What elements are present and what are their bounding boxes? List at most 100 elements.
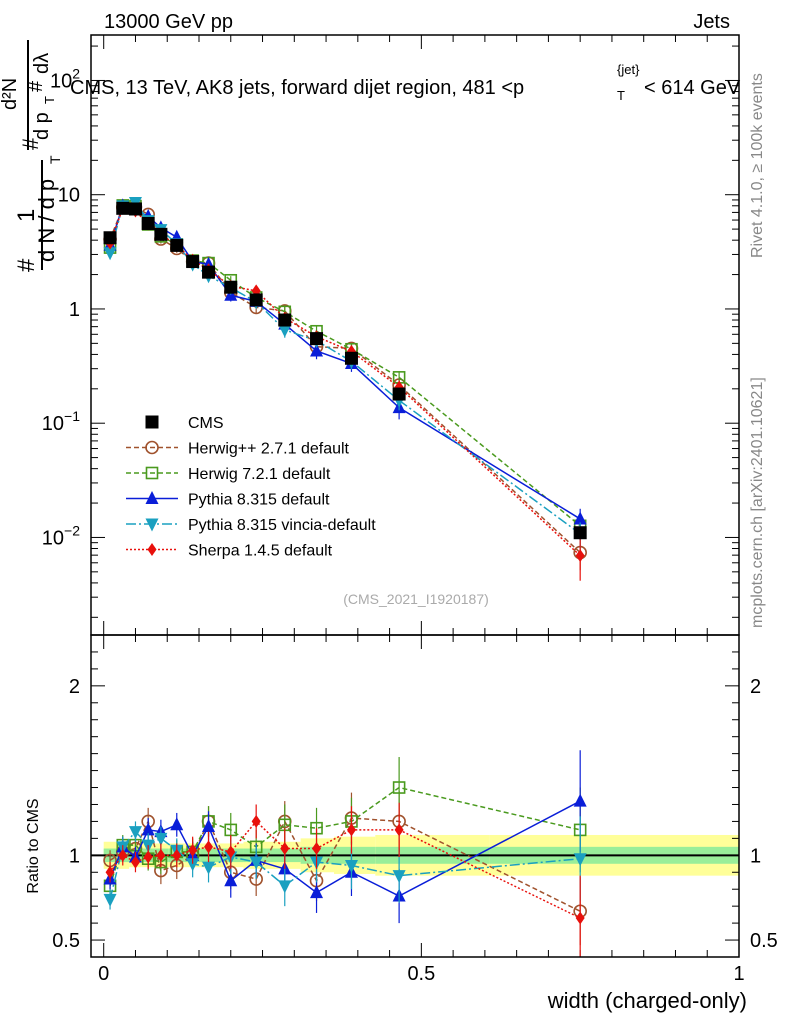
ratio-uncertainty-band bbox=[91, 834, 739, 876]
cms-data-point bbox=[310, 332, 324, 346]
ratio-data-point bbox=[204, 840, 214, 854]
svg-text:#: # bbox=[18, 137, 43, 150]
legend-marker bbox=[145, 466, 159, 480]
ratio-data-point bbox=[573, 793, 587, 807]
ratio-panel-frame bbox=[90, 634, 740, 958]
cms-data-point bbox=[202, 265, 216, 279]
y-tick-label: 10−1 bbox=[42, 408, 80, 435]
ratio-data-point bbox=[118, 848, 128, 862]
ratio-panel-series bbox=[103, 750, 587, 957]
cms-data-point bbox=[573, 526, 587, 540]
cms-data-point bbox=[344, 351, 358, 365]
legend-marker bbox=[145, 491, 159, 504]
ratio-data-point bbox=[312, 842, 322, 856]
plot-title-end: < 614 GeV bbox=[644, 77, 741, 99]
ratio-data-point bbox=[202, 819, 216, 833]
ratio-tick-label: 2 bbox=[69, 676, 80, 698]
plot-title: CMS, 13 TeV, AK8 jets, forward dijet reg… bbox=[70, 62, 741, 103]
legend-marker bbox=[145, 518, 159, 532]
ratio-series-line bbox=[109, 820, 581, 919]
legend-label: Pythia 8.315 vincia-default bbox=[188, 517, 376, 534]
cms-data-point bbox=[249, 293, 263, 307]
legend-label: Sherpa 1.4.5 default bbox=[188, 543, 333, 560]
rivet-label: Rivet 4.1.0, ≥ 100k events bbox=[749, 73, 766, 258]
cms-data-point bbox=[154, 227, 168, 241]
mcplots-label: mcplots.cern.ch [arXiv:2401.10621] bbox=[749, 377, 766, 628]
svg-text:dλ: dλ bbox=[31, 53, 53, 74]
cms-data-point bbox=[128, 202, 142, 216]
svg-text:#: # bbox=[25, 80, 47, 92]
ratio-data-point bbox=[141, 822, 155, 836]
main-y-axis-label: # 1 d N / d p T # d²N d p T # dλ bbox=[0, 40, 63, 272]
cms-data-point bbox=[170, 238, 184, 252]
ratio-data-point bbox=[344, 859, 358, 873]
cms-data-point bbox=[186, 255, 200, 269]
energy-label: 13000 GeV pp bbox=[104, 11, 233, 33]
ratio-data-point bbox=[251, 814, 261, 828]
top-series-line bbox=[109, 206, 581, 554]
legend-label: Herwig++ 2.7.1 default bbox=[188, 441, 350, 458]
plot-title-sup: {jet} bbox=[617, 62, 640, 77]
svg-text:#: # bbox=[13, 258, 40, 272]
legend-marker bbox=[145, 415, 159, 429]
cms-data-point bbox=[141, 216, 155, 230]
ratio-tick-label: 1 bbox=[69, 845, 80, 867]
cms-data-point bbox=[278, 313, 292, 327]
ratio-data-point bbox=[280, 842, 290, 856]
ratio-data-point bbox=[186, 858, 200, 872]
ratio-data-point bbox=[310, 885, 324, 899]
ratio-data-point bbox=[575, 911, 585, 925]
ratio-data-point bbox=[346, 823, 356, 837]
x-axis-label: width (charged-only) bbox=[547, 988, 747, 1013]
cms-data-point bbox=[116, 201, 130, 215]
ratio-data-point bbox=[278, 880, 292, 894]
ratio-panel-ticks: 0 0.5 1 0.5 0.5 1 1 2 2 bbox=[52, 635, 778, 985]
y-tick-label: 102 bbox=[50, 65, 80, 92]
legend-label: Herwig 7.2.1 default bbox=[188, 466, 331, 483]
ratio-data-point bbox=[188, 843, 198, 857]
cms-data-point bbox=[103, 231, 117, 245]
legend-marker bbox=[147, 543, 157, 556]
ratio-data-point bbox=[170, 817, 184, 831]
ratio-tick-label-right: 2 bbox=[750, 676, 761, 698]
legend-label: CMS bbox=[188, 415, 224, 432]
ratio-data-point bbox=[143, 850, 153, 864]
ratio-data-point bbox=[202, 861, 216, 875]
top-panel-ticks: 10−2 10−1 1 10 102 bbox=[42, 35, 740, 635]
ratio-data-point bbox=[573, 853, 587, 867]
legend-label: Pythia 8.315 default bbox=[188, 492, 330, 509]
ratio-data-point bbox=[224, 873, 238, 887]
category-label: Jets bbox=[693, 11, 730, 33]
top-data-point bbox=[310, 343, 324, 357]
top-data-point bbox=[573, 511, 587, 525]
svg-text:d²N: d²N bbox=[0, 78, 21, 110]
top-series-line bbox=[109, 207, 581, 557]
ratio-data-point bbox=[128, 826, 142, 840]
ratio-tick-label-right: 0.5 bbox=[750, 930, 778, 952]
y-tick-label: 10 bbox=[58, 185, 80, 207]
svg-text:1: 1 bbox=[13, 209, 40, 222]
plot-title-main: CMS, 13 TeV, AK8 jets, forward dijet reg… bbox=[70, 77, 524, 99]
top-data-point bbox=[103, 247, 117, 261]
svg-text:T: T bbox=[42, 96, 57, 104]
ratio-data-point bbox=[392, 781, 406, 794]
ratio-data-point bbox=[130, 855, 140, 869]
ratio-data-point bbox=[154, 832, 168, 846]
svg-text:d N / d p: d N / d p bbox=[34, 179, 59, 262]
svg-text:T: T bbox=[47, 155, 63, 164]
ratio-series-line bbox=[109, 817, 581, 912]
ratio-data-point bbox=[394, 823, 404, 837]
top-data-point bbox=[278, 324, 292, 338]
cms-data-point bbox=[224, 280, 238, 294]
ratio-data-point bbox=[105, 865, 115, 879]
svg-text:d p: d p bbox=[31, 112, 53, 140]
y-tick-label: 1 bbox=[69, 299, 80, 321]
ratio-data-point bbox=[172, 848, 182, 862]
legend: CMS Herwig++ 2.7.1 default Herwig 7.2.1 de… bbox=[126, 415, 376, 560]
x-tick-label: 0.5 bbox=[407, 963, 435, 985]
ratio-data-point bbox=[226, 845, 236, 859]
ratio-tick-label: 0.5 bbox=[52, 930, 80, 952]
top-panel-series bbox=[103, 196, 587, 581]
x-tick-label: 1 bbox=[733, 963, 744, 985]
